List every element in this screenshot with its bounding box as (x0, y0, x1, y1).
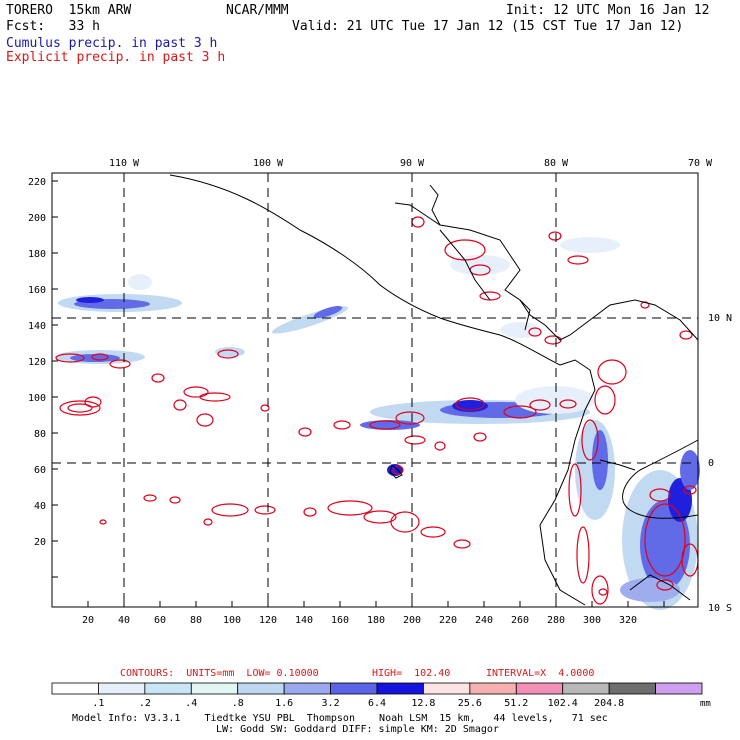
legend-swatch (515, 682, 564, 695)
lon-label: 80 W (544, 158, 569, 169)
legend-label: .2 (139, 698, 151, 709)
y-tick-label: 120 (28, 357, 46, 368)
legend-label: 6.4 (368, 698, 386, 709)
forecast-hour: Fcst: 33 h (6, 19, 100, 34)
legend-label: 12.8 (411, 698, 435, 709)
legend-swatch (469, 682, 517, 695)
lon-label: 110 W (109, 158, 140, 169)
legend-swatch (608, 682, 656, 695)
y-tick-label: 100 (28, 393, 46, 404)
legend-swatch (190, 682, 239, 695)
explicit-field-label: Explicit precip. in past 3 h (6, 50, 226, 65)
legend-label: .1 (92, 698, 104, 709)
legend-unit: mm (700, 699, 711, 709)
cumulus-area (560, 237, 620, 253)
model-name: TORERO 15km ARW (6, 3, 132, 18)
y-tick-label: 40 (34, 501, 46, 512)
x-tick-label: 320 (619, 615, 637, 626)
x-tick-label: 220 (439, 615, 457, 626)
y-tick-label: 80 (34, 429, 46, 440)
y-tick-label: 140 (28, 321, 46, 332)
x-tick-label: 140 (295, 615, 313, 626)
y-tick-label: 180 (28, 249, 46, 260)
init-time: Init: 12 UTC Mon 16 Jan 12 (506, 3, 710, 18)
x-tick-label: 180 (367, 615, 385, 626)
explicit-contours (55, 216, 699, 605)
cumulus-area (515, 386, 595, 414)
legend-label: 51.2 (504, 698, 528, 709)
lat-label: 10 S (708, 603, 732, 614)
cumulus-area (620, 578, 680, 602)
legend-swatch (144, 682, 192, 695)
axis-ticks (52, 180, 665, 607)
x-tick-label: 200 (403, 615, 421, 626)
legend-label: .4 (185, 698, 197, 709)
lon-label: 70 W (688, 158, 713, 169)
cumulus-area (313, 306, 343, 318)
legend-swatch (423, 682, 471, 695)
x-tick-label: 260 (511, 615, 529, 626)
cumulus-area (128, 274, 152, 290)
contours-interval: INTERVAL=X 4.0000 (486, 668, 595, 679)
x-tick-label: 80 (190, 615, 202, 626)
center-name: NCAR/MMM (226, 3, 289, 18)
x-tick-label: 280 (547, 615, 565, 626)
legend-label: 102.4 (548, 698, 578, 709)
legend-label: .8 (232, 698, 244, 709)
legend-label: 204.8 (594, 698, 624, 709)
x-tick-label: 160 (331, 615, 349, 626)
y-tick-label: 200 (28, 213, 46, 224)
legend-swatch (51, 682, 99, 695)
map-frame (51, 172, 699, 608)
x-tick-label: 240 (475, 615, 493, 626)
lon-label: 90 W (400, 158, 425, 169)
legend-label: 1.6 (275, 698, 293, 709)
x-tick-label: 300 (583, 615, 601, 626)
cumulus-area (668, 478, 692, 522)
lat-label: 0 (708, 458, 714, 469)
legend-swatch (330, 682, 378, 695)
cumulus-area (76, 297, 104, 303)
model-info-line2: LW: Godd SW: Goddard DIFF: simple KM: 2D… (216, 724, 499, 735)
x-tick-label: 40 (118, 615, 130, 626)
model-info-line1: Model Info: V3.3.1 Tiedtke YSU PBL Thomp… (72, 713, 608, 724)
lat-lon-grid (52, 173, 698, 607)
lon-label: 100 W (253, 158, 284, 169)
legend-swatch (376, 682, 424, 695)
y-tick-label: 220 (28, 177, 46, 188)
cumulus-field-label: Cumulus precip. in past 3 h (6, 36, 218, 51)
legend-swatch (283, 682, 331, 695)
x-tick-label: 100 (223, 615, 241, 626)
y-tick-label: 20 (34, 537, 46, 548)
contours-high: HIGH= 102.40 (372, 668, 451, 679)
legend-label: 25.6 (458, 698, 482, 709)
legend-swatch (237, 682, 285, 695)
legend-label: 3.2 (322, 698, 340, 709)
cumulus-area (680, 450, 700, 490)
x-tick-label: 120 (259, 615, 277, 626)
contours-label: CONTOURS: UNITS=mm LOW= 0.10000 (120, 668, 319, 679)
legend-swatch (655, 682, 703, 695)
legend-swatch (98, 682, 146, 695)
x-tick-label: 60 (154, 615, 166, 626)
x-tick-label: 20 (82, 615, 94, 626)
y-tick-label: 60 (34, 465, 46, 476)
valid-time: Valid: 21 UTC Tue 17 Jan 12 (15 CST Tue … (292, 19, 684, 34)
legend-swatch (562, 682, 610, 695)
lat-label: 10 N (708, 313, 732, 324)
y-tick-label: 160 (28, 285, 46, 296)
